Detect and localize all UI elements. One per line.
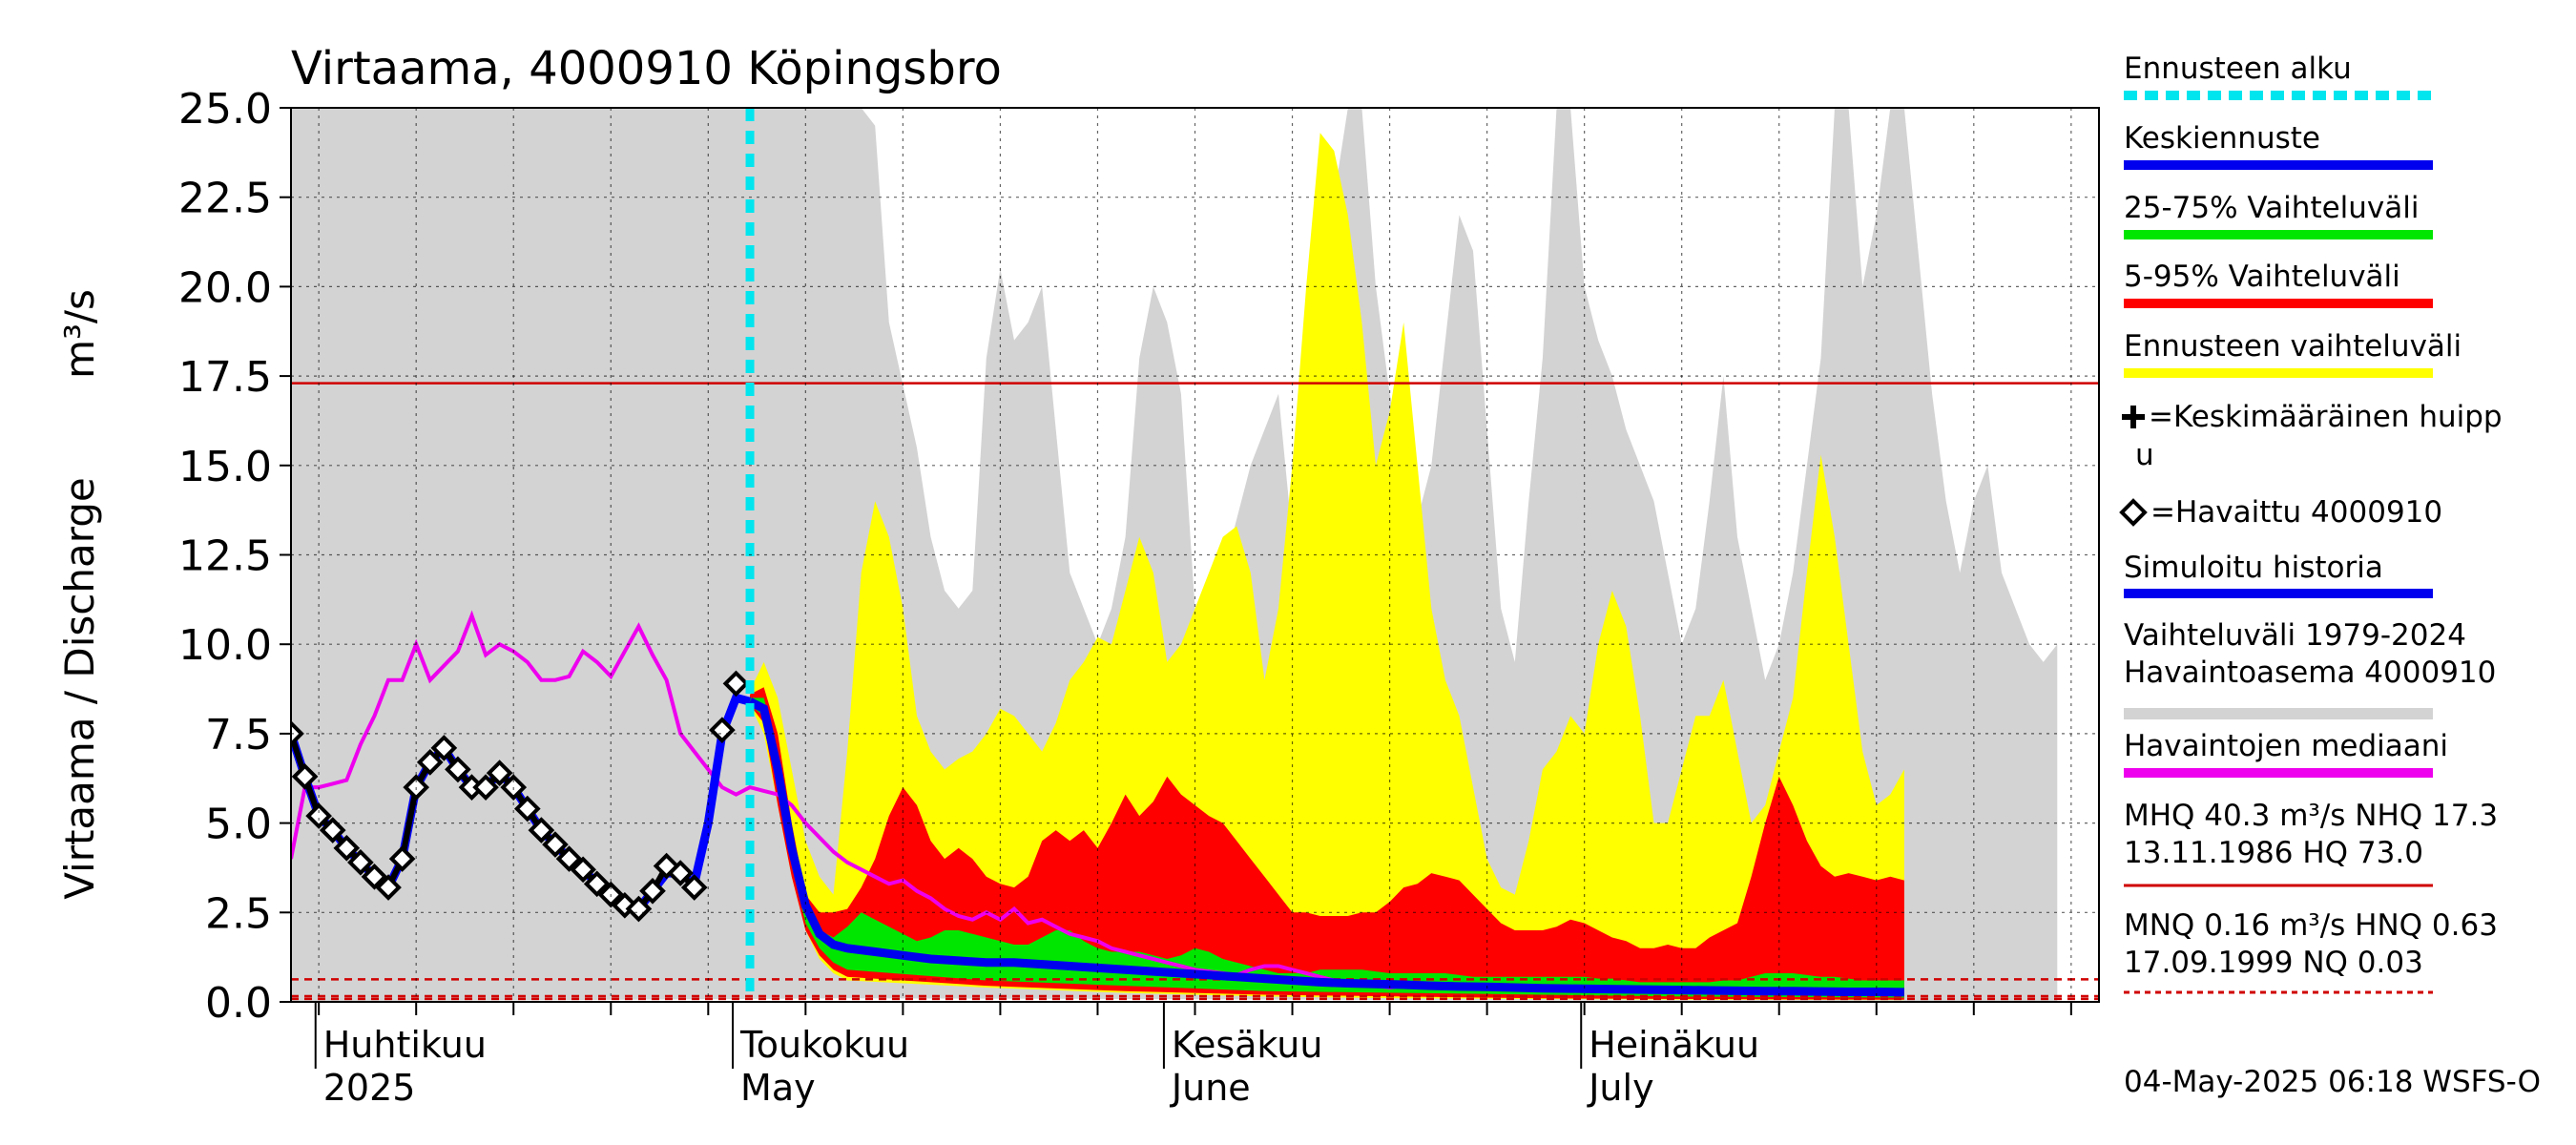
legend-label: Simuloitu historia	[2124, 551, 2383, 585]
observed-point	[555, 845, 583, 872]
observed-point	[486, 760, 513, 786]
legend-label: Ennusteen vaihteluväli	[2124, 329, 2462, 364]
legend-diamond-icon	[2119, 498, 2148, 527]
observed-point	[375, 874, 402, 901]
observed-point	[625, 895, 653, 923]
legend-item: Keskiennuste	[2124, 121, 2433, 170]
y-tick-label: 10.0	[178, 621, 272, 670]
observed-point	[333, 835, 361, 862]
month-label-en: June	[1170, 1067, 1251, 1109]
legend-item: Vaihteluväli 1979-2024 Havaintoasema 400…	[2124, 618, 2496, 719]
y-tick-label: 7.5	[205, 711, 272, 760]
footer-timestamp: 04-May-2025 06:18 WSFS-O	[2124, 1065, 2541, 1099]
legend-item: Havaintojen mediaani	[2124, 729, 2448, 778]
y-tick-label: 25.0	[178, 85, 272, 134]
legend-label-line2: u	[2135, 438, 2154, 472]
legend-item: MHQ 40.3 m³/s NHQ 17.313.11.1986 HQ 73.0	[2124, 799, 2498, 887]
observed-point	[528, 817, 555, 843]
y-axis-label: Virtaama / Discharge	[56, 477, 103, 900]
observed-point	[361, 863, 388, 890]
y-tick-label: 2.5	[205, 889, 272, 938]
legend-label: Havaintojen mediaani	[2124, 729, 2448, 763]
forecast-range-band	[750, 133, 1904, 1001]
y-axis-unit: m³/s	[56, 289, 103, 379]
observed-point	[639, 877, 666, 905]
month-label-en: July	[1587, 1067, 1653, 1109]
observed-point	[680, 874, 708, 901]
observed-point	[445, 756, 471, 783]
legend-label: Ennusteen alku	[2124, 52, 2352, 86]
observed-point	[388, 845, 416, 872]
legend: Ennusteen alku Keskiennuste 25-75% Vaihtel…	[2119, 52, 2503, 994]
observed-point	[722, 670, 750, 697]
observed-point	[291, 763, 319, 790]
y-tick-label: 15.0	[178, 443, 272, 491]
legend-plus-icon	[2122, 406, 2145, 428]
band-25-75	[750, 697, 1904, 998]
observed-point	[583, 870, 611, 898]
legend-item: Simuloitu historia	[2124, 551, 2433, 598]
mean-forecast-line	[747, 697, 1904, 997]
month-label: Toukokuu	[739, 1024, 909, 1066]
y-tick-label: 22.5	[178, 175, 272, 223]
observed-point	[416, 749, 444, 776]
y-tick-label: 20.0	[178, 263, 272, 312]
month-label-en: 2025	[323, 1067, 416, 1109]
legend-item: 5-95% Vaihteluväli	[2124, 260, 2433, 308]
legend-label: MNQ 0.16 m³/s HNQ 0.63	[2124, 908, 2498, 943]
observed-point	[653, 852, 680, 880]
month-label: Heinäkuu	[1589, 1024, 1759, 1066]
observed-point	[542, 831, 569, 858]
y-tick-label: 12.5	[178, 532, 272, 581]
observed-point	[472, 774, 499, 801]
legend-label: 25-75% Vaihteluväli	[2124, 191, 2420, 225]
month-label: Huhtikuu	[323, 1024, 487, 1066]
observed-point	[709, 717, 736, 743]
y-tick-label: 5.0	[205, 801, 272, 849]
axes: 0.0 2.5 5.0 7.5 10.0 12.5 15.0 17.5 20.0 22.5 25.0…	[56, 85, 2100, 1109]
observed-point	[513, 795, 541, 822]
legend-label-line2: Havaintoasema 4000910	[2124, 656, 2496, 690]
observed-point	[570, 856, 596, 884]
legend-label-line2: 13.11.1986 HQ 73.0	[2124, 836, 2423, 870]
y-tick-label: 0.0	[205, 979, 272, 1028]
chart-title: Virtaama, 4000910 Köpingsbro	[291, 42, 1002, 95]
legend-item: =Keskimääräinen huipp u	[2122, 400, 2503, 472]
observed-point	[319, 817, 346, 843]
legend-item: Ennusteen vaihteluväli	[2124, 329, 2462, 378]
observed-point	[291, 720, 304, 747]
legend-label: 5-95% Vaihteluväli	[2124, 260, 2400, 294]
observed-point	[430, 735, 458, 761]
legend-label: Vaihteluväli 1979-2024	[2124, 618, 2466, 653]
legend-label: Keskiennuste	[2124, 121, 2320, 156]
legend-item: =Havaittu 4000910	[2119, 495, 2442, 530]
month-label-en: May	[740, 1067, 816, 1109]
legend-label: =Keskimääräinen huipp	[2149, 400, 2503, 434]
y-tick-label: 17.5	[178, 353, 272, 402]
legend-item: 25-75% Vaihteluväli	[2124, 191, 2433, 239]
legend-label: MHQ 40.3 m³/s NHQ 17.3	[2124, 799, 2498, 833]
legend-label: =Havaittu 4000910	[2150, 495, 2442, 530]
observed-point	[667, 860, 694, 886]
legend-label-line2: 17.09.1999 NQ 0.03	[2124, 946, 2423, 980]
legend-item: Ennusteen alku	[2124, 52, 2433, 100]
month-label: Kesäkuu	[1172, 1024, 1323, 1066]
observed-point	[347, 848, 374, 876]
